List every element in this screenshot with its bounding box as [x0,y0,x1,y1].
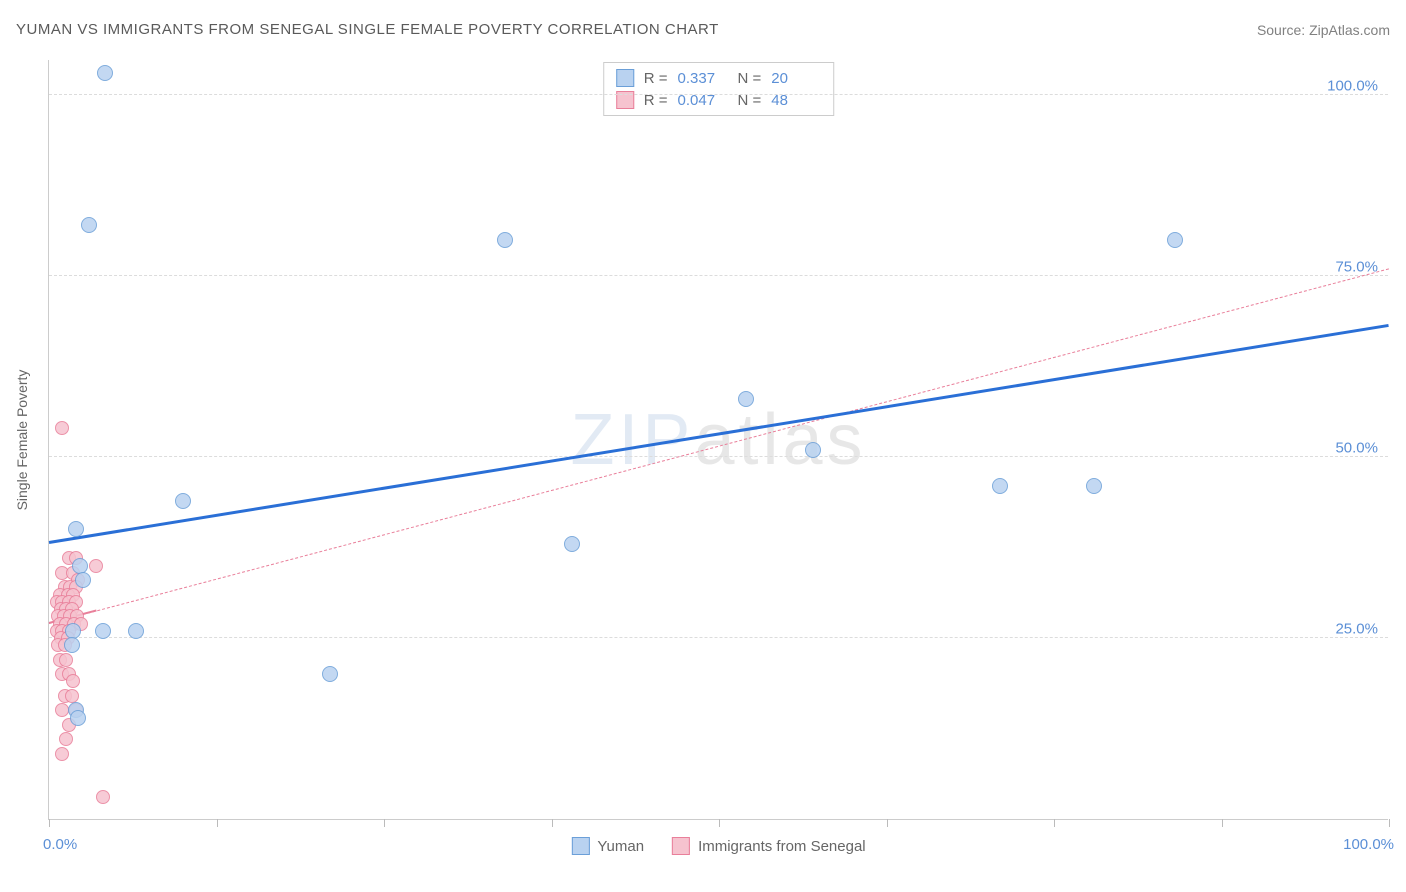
point-senegal [65,689,79,703]
gridline [49,275,1388,276]
legend-label: Immigrants from Senegal [698,838,866,855]
legend-series: Yuman Immigrants from Senegal [571,837,865,855]
x-tick [384,819,385,827]
legend-item: Yuman [571,837,644,855]
point-yuman [1167,232,1183,248]
legend-swatch [672,837,690,855]
point-yuman [497,232,513,248]
point-yuman [68,521,84,537]
point-yuman [564,536,580,552]
trendline-yuman [49,324,1389,544]
point-yuman [70,710,86,726]
point-senegal [89,559,103,573]
chart-header: YUMAN VS IMMIGRANTS FROM SENEGAL SINGLE … [0,0,1406,45]
legend-r-label: R = [644,70,668,87]
point-yuman [128,623,144,639]
x-tick [887,819,888,827]
x-tick [49,819,50,827]
y-tick-label: 25.0% [1335,621,1378,638]
gridline [49,456,1388,457]
point-senegal [55,747,69,761]
trendline-senegal-dash [49,268,1389,624]
plot-area: ZIPatlas R =0.337N =20R =0.047N =48 Yuma… [48,60,1388,820]
x-tick [1222,819,1223,827]
point-senegal [59,732,73,746]
y-axis-label: Single Female Poverty [14,370,30,511]
point-yuman [322,666,338,682]
legend-item: Immigrants from Senegal [672,837,866,855]
x-tick [552,819,553,827]
point-yuman [992,478,1008,494]
legend-swatch [571,837,589,855]
x-tick-label-right: 100.0% [1343,836,1394,853]
point-yuman [95,623,111,639]
point-senegal [96,790,110,804]
point-yuman [72,558,88,574]
legend-r-value: 0.337 [678,70,728,87]
point-senegal [59,653,73,667]
watermark-thin: atlas [694,400,866,480]
gridline [49,637,1388,638]
legend-swatch [616,69,634,87]
chart-source: Source: ZipAtlas.com [1257,22,1390,38]
x-tick [1054,819,1055,827]
point-yuman [805,442,821,458]
x-tick [217,819,218,827]
chart-title: YUMAN VS IMMIGRANTS FROM SENEGAL SINGLE … [16,21,719,38]
point-yuman [75,572,91,588]
point-yuman [175,493,191,509]
legend-n-label: N = [738,70,762,87]
point-yuman [81,217,97,233]
legend-correlation: R = 0.337 N = 20 R =0.047N =48 [603,62,835,116]
y-tick-label: 100.0% [1327,78,1378,95]
point-yuman [65,623,81,639]
legend-row: R = 0.337 N = 20 [616,67,822,89]
legend-label: Yuman [597,838,644,855]
legend-n-value: 20 [771,70,821,87]
x-tick [1389,819,1390,827]
legend-row: R =0.047N =48 [616,89,822,111]
point-senegal [55,421,69,435]
watermark: ZIPatlas [570,399,866,481]
point-yuman [738,391,754,407]
gridline [49,94,1388,95]
x-tick-label-left: 0.0% [43,836,77,853]
x-tick [719,819,720,827]
point-yuman [1086,478,1102,494]
point-yuman [64,637,80,653]
y-tick-label: 50.0% [1335,440,1378,457]
point-senegal [66,674,80,688]
point-yuman [97,65,113,81]
